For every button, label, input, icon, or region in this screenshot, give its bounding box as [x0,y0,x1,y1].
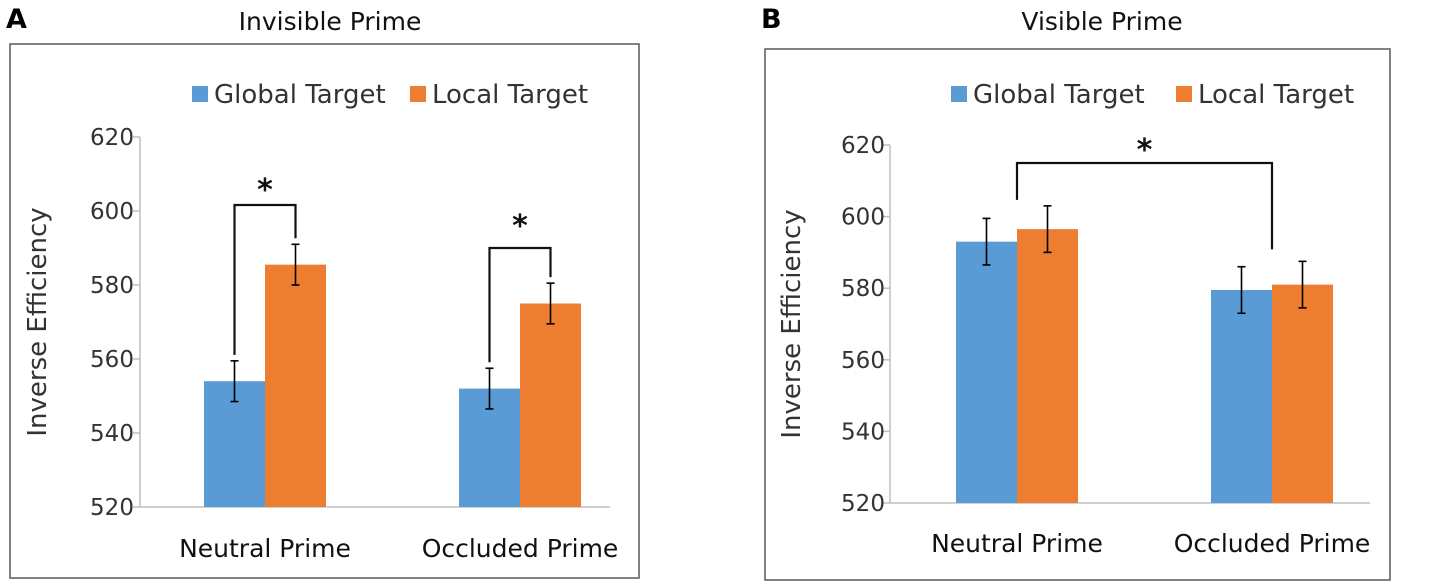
panel-b-y-label: Inverse Efficiency [777,209,807,438]
panel-a-y-tick-label: 520 [90,495,134,521]
panel-b-significance-star: * [1137,133,1153,168]
panel-b: B Visible Prime Global Target Local Target 5… [761,4,1391,581]
panel-b-bar-global-neutral [956,241,1017,503]
panel-b-y-tick-label: 580 [841,276,885,302]
panel-a-significance-star: * [257,173,273,208]
panel-a-category-label: Neutral Prime [179,534,351,563]
panel-a-y-tick-label: 560 [90,347,134,373]
panel-a-legend-label-local: Local Target [432,80,588,110]
panel-a-y-tick-label: 620 [90,125,134,151]
panel-a-significance-bracket [488,246,552,363]
panel-a-y-label: Inverse Efficiency [23,207,53,436]
panel-a-category-label: Occluded Prime [422,534,619,563]
panel-b-y-tick-label: 560 [841,348,885,374]
panel-b-legend-label-local: Local Target [1198,80,1354,110]
panel-b-category-label: Occluded Prime [1174,529,1371,558]
panel-a-y-tick-label: 600 [90,199,134,225]
panel-b-category-label: Neutral Prime [931,529,1103,558]
panel-b-bar-local-neutral [1017,229,1078,503]
panel-b-legend-label-global: Global Target [973,80,1145,110]
panel-b-y-tick-label: 520 [841,491,885,517]
panel-a-legend-swatch-local [410,86,426,102]
panel-a-y-tick-label: 580 [90,273,134,299]
panel-b-legend-swatch-global [951,86,967,102]
panel-a-frame [9,43,640,579]
panel-b-label: B [761,4,782,35]
panel-a-title: Invisible Prime [239,7,422,36]
panel-a-y-tick-label: 540 [90,421,134,447]
panel-a-label: A [6,4,27,35]
panel-b-y-tick-label: 600 [841,205,885,231]
panel-a-bar-local-occluded [520,303,581,507]
panel-b-significance-bracket [1015,161,1274,250]
panel-b-title: Visible Prime [1021,7,1182,36]
panel-b-frame [764,48,1391,581]
panel-a-significance-bracket [233,203,297,355]
panel-b-legend-swatch-local [1176,86,1192,102]
panel-a-legend-swatch-global [192,86,208,102]
panel-a-legend-label-global: Global Target [214,80,386,110]
panel-a: A Invisible Prime Global Target Local Targe… [6,4,640,579]
panel-b-bar-local-occluded [1272,284,1333,503]
panel-b-y-tick-label: 540 [841,419,885,445]
panel-a-bar-local-neutral [265,264,326,507]
panel-b-y-tick-label: 620 [841,133,885,159]
panel-b-bar-global-occluded [1211,289,1272,503]
panel-a-significance-star: * [512,209,528,244]
